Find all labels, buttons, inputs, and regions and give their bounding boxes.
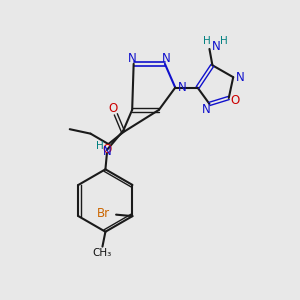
Text: N: N xyxy=(236,71,244,84)
Text: O: O xyxy=(108,103,118,116)
Text: N: N xyxy=(103,145,111,158)
Text: Br: Br xyxy=(97,207,110,220)
Text: N: N xyxy=(212,40,220,53)
Text: O: O xyxy=(231,94,240,107)
Text: N: N xyxy=(178,81,187,94)
Text: O: O xyxy=(102,143,112,156)
Text: H: H xyxy=(97,140,104,151)
Text: N: N xyxy=(162,52,171,65)
Text: H: H xyxy=(220,36,228,46)
Text: H: H xyxy=(203,36,211,46)
Text: CH₃: CH₃ xyxy=(93,248,112,257)
Text: N: N xyxy=(128,52,136,65)
Text: N: N xyxy=(202,103,211,116)
